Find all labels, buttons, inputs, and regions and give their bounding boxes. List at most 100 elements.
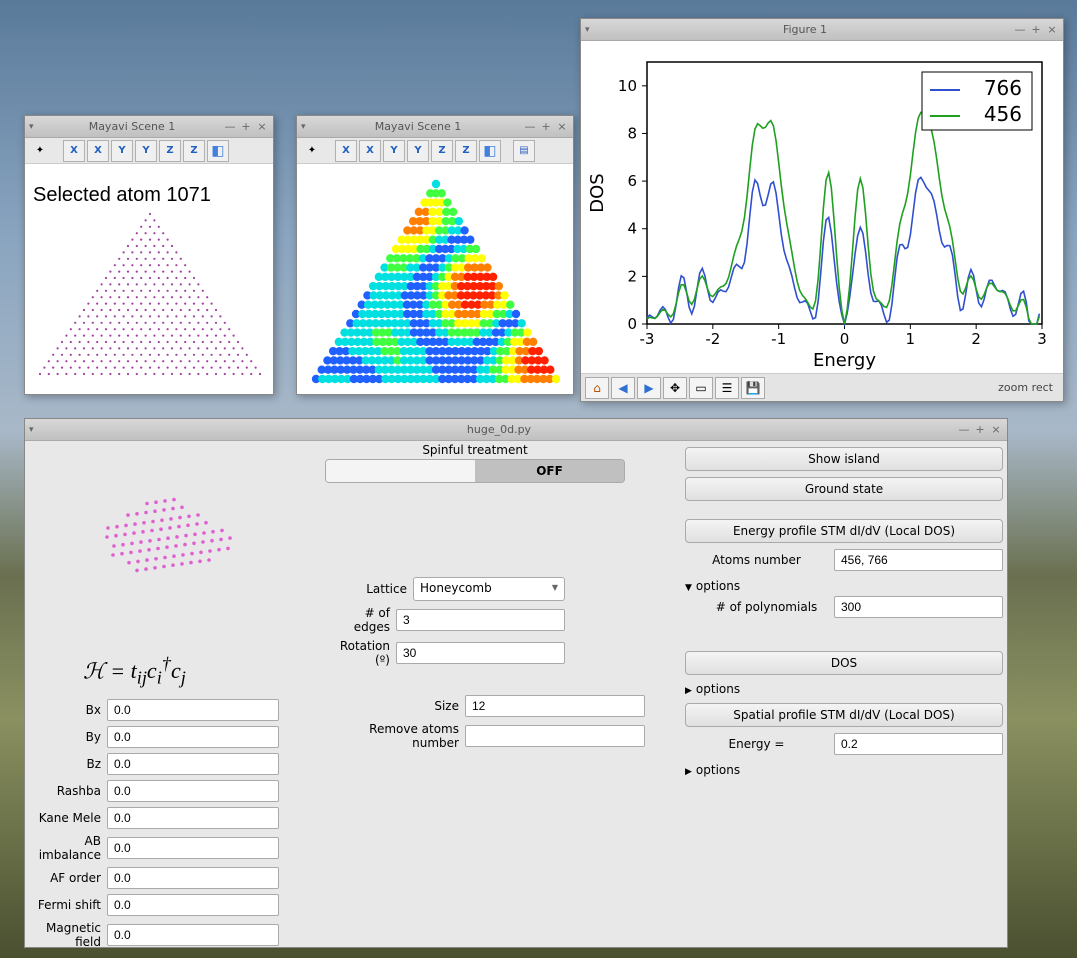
maximize-icon[interactable]: + [239, 120, 253, 134]
svg-text:4: 4 [627, 220, 637, 238]
pan-icon[interactable]: ✥ [663, 377, 687, 399]
view-x-pos[interactable]: X [335, 140, 357, 162]
mayavi-window-1: ▾ Mayavi Scene 1 — + × ✦ X X Y Y Z Z ◧ S… [24, 115, 274, 395]
titlebar[interactable]: ▾ Mayavi Scene 1 — + × [25, 116, 273, 138]
titlebar[interactable]: ▾ Mayavi Scene 1 — + × [297, 116, 573, 138]
minimize-icon[interactable]: — [1013, 23, 1027, 37]
window-menu-icon[interactable]: ▾ [29, 425, 43, 435]
back-icon[interactable]: ◀ [611, 377, 635, 399]
edges-label: # of edges [325, 606, 396, 634]
param-label: AF order [29, 871, 107, 885]
energy-eq-label: Energy = [685, 737, 834, 751]
maximize-icon[interactable]: + [1029, 23, 1043, 37]
maximize-icon[interactable]: + [539, 120, 553, 134]
window-title: huge_0d.py [43, 423, 955, 436]
scene-3d[interactable]: Selected atom 1071 [25, 164, 273, 394]
close-icon[interactable]: × [555, 120, 569, 134]
view-z-neg[interactable]: Z [183, 140, 205, 162]
show-island-button[interactable]: Show island [685, 447, 1003, 471]
edges-input[interactable] [396, 609, 565, 631]
main-window: ▾ huge_0d.py — + × Spinful treatment OFF… [24, 418, 1008, 948]
rotation-input[interactable] [396, 642, 565, 664]
view-x-pos[interactable]: X [63, 140, 85, 162]
options-expander-1[interactable]: options [685, 576, 1003, 596]
view-x-neg[interactable]: X [87, 140, 109, 162]
param-label: AB imbalance [29, 834, 107, 862]
close-icon[interactable]: × [989, 423, 1003, 437]
svg-text:0: 0 [840, 330, 850, 348]
size-label: Size [325, 699, 465, 713]
toggle-off[interactable]: OFF [475, 460, 624, 482]
view-y-pos[interactable]: Y [383, 140, 405, 162]
energy-eq-input[interactable] [834, 733, 1003, 755]
save-icon[interactable]: 💾 [741, 377, 765, 399]
options-expander-3[interactable]: options [685, 760, 1003, 780]
param-label: Fermi shift [29, 898, 107, 912]
svg-text:8: 8 [627, 124, 637, 142]
param-input-by[interactable] [107, 726, 279, 748]
window-menu-icon[interactable]: ▾ [585, 25, 599, 35]
rotation-label: Rotation (º) [325, 639, 396, 667]
param-input-rashba[interactable] [107, 780, 279, 802]
param-input-af order[interactable] [107, 867, 279, 889]
param-input-kane mele[interactable] [107, 807, 279, 829]
param-label: Kane Mele [29, 811, 107, 825]
param-input-ab imbalance[interactable] [107, 837, 279, 859]
axes-icon[interactable]: ✦ [301, 140, 323, 162]
chart-area[interactable]: -3-2-101230246810EnergyDOS766456 [581, 41, 1063, 373]
svg-text:Energy: Energy [813, 350, 876, 371]
param-input-magnetic field[interactable] [107, 924, 279, 946]
forward-icon[interactable]: ▶ [637, 377, 661, 399]
view-y-neg[interactable]: Y [135, 140, 157, 162]
window-menu-icon[interactable]: ▾ [29, 122, 43, 132]
zoom-icon[interactable]: ▭ [689, 377, 713, 399]
view-z-pos[interactable]: Z [431, 140, 453, 162]
ground-state-button[interactable]: Ground state [685, 477, 1003, 501]
lattice-preview [65, 481, 245, 601]
save-icon[interactable]: ▤ [513, 140, 535, 162]
window-menu-icon[interactable]: ▾ [301, 122, 315, 132]
view-z-pos[interactable]: Z [159, 140, 181, 162]
size-input[interactable] [465, 695, 645, 717]
mayavi-toolbar: ✦ X X Y Y Z Z ◧ ▤ [297, 138, 573, 164]
mayavi-window-2: ▾ Mayavi Scene 1 — + × ✦ X X Y Y Z Z ◧ ▤ [296, 115, 574, 395]
view-z-neg[interactable]: Z [455, 140, 477, 162]
svg-text:10: 10 [618, 77, 637, 95]
dos-button[interactable]: DOS [685, 651, 1003, 675]
scene-3d[interactable] [297, 164, 573, 394]
polynomials-label: # of polynomials [705, 600, 834, 614]
minimize-icon[interactable]: — [957, 423, 971, 437]
param-input-bz[interactable] [107, 753, 279, 775]
axes-icon[interactable]: ✦ [29, 140, 51, 162]
spatial-profile-button[interactable]: Spatial profile STM dI/dV (Local DOS) [685, 703, 1003, 727]
home-icon[interactable]: ⌂ [585, 377, 609, 399]
options-expander-2[interactable]: options [685, 679, 1003, 699]
figure-window: ▾ Figure 1 — + × -3-2-101230246810Energy… [580, 18, 1064, 402]
toggle-on[interactable] [326, 460, 475, 482]
close-icon[interactable]: × [1045, 23, 1059, 37]
close-icon[interactable]: × [255, 120, 269, 134]
view-x-neg[interactable]: X [359, 140, 381, 162]
energy-profile-button[interactable]: Energy profile STM dI/dV (Local DOS) [685, 519, 1003, 543]
window-title: Figure 1 [599, 23, 1011, 36]
isometric-icon[interactable]: ◧ [479, 140, 501, 162]
lattice-select[interactable]: Honeycomb [413, 577, 565, 601]
param-input-bx[interactable] [107, 699, 279, 721]
titlebar[interactable]: ▾ Figure 1 — + × [581, 19, 1063, 41]
remove-input[interactable] [465, 725, 645, 747]
view-y-pos[interactable]: Y [111, 140, 133, 162]
minimize-icon[interactable]: — [223, 120, 237, 134]
isometric-icon[interactable]: ◧ [207, 140, 229, 162]
titlebar[interactable]: ▾ huge_0d.py — + × [25, 419, 1007, 441]
mayavi-toolbar: ✦ X X Y Y Z Z ◧ [25, 138, 273, 164]
svg-text:-1: -1 [771, 330, 786, 348]
minimize-icon[interactable]: — [523, 120, 537, 134]
maximize-icon[interactable]: + [973, 423, 987, 437]
view-y-neg[interactable]: Y [407, 140, 429, 162]
polynomials-input[interactable] [834, 596, 1003, 618]
param-label: By [29, 730, 107, 744]
atoms-number-input[interactable] [834, 549, 1003, 571]
param-input-fermi shift[interactable] [107, 894, 279, 916]
spinful-toggle[interactable]: OFF [325, 459, 625, 483]
configure-icon[interactable]: ☰ [715, 377, 739, 399]
